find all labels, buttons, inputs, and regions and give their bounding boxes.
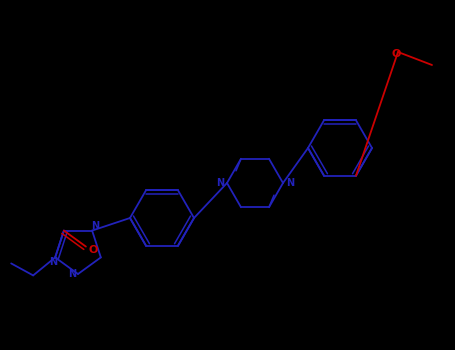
Text: O: O (391, 49, 401, 59)
Text: N: N (68, 269, 76, 279)
Text: N: N (286, 178, 294, 188)
Text: O: O (88, 245, 97, 254)
Text: N: N (216, 178, 224, 188)
Text: N: N (49, 257, 57, 267)
Text: N: N (91, 220, 99, 231)
